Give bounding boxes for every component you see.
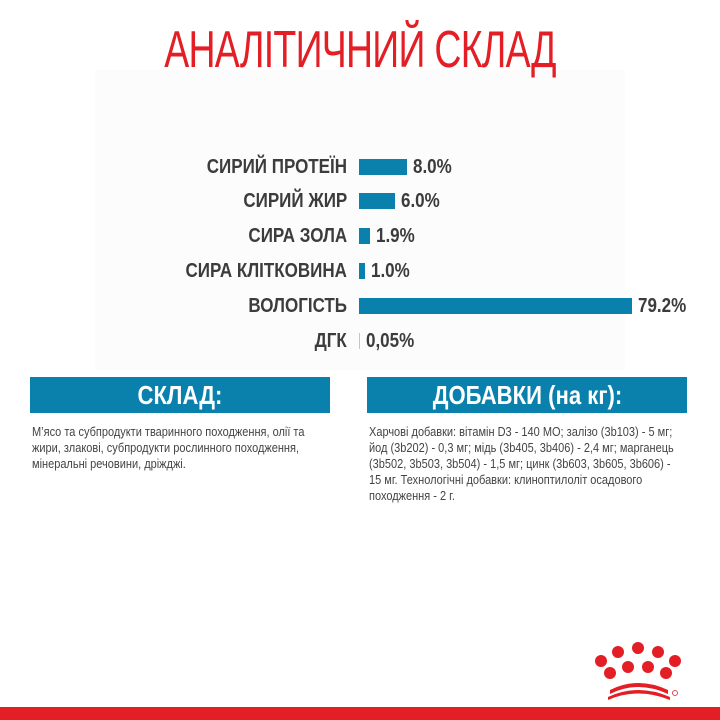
background-panel: [95, 70, 625, 370]
composition-text: М’ясо та субпродукти тваринного походжен…: [32, 425, 305, 471]
bar: [359, 193, 395, 209]
row-label: СИРА ЗОЛА: [248, 225, 347, 247]
bar: [359, 228, 370, 244]
row-value: 0,05%: [366, 330, 415, 352]
bar: [359, 333, 360, 349]
crown-icon: [595, 642, 681, 700]
additives-text: Харчові добавки: вітамін D3 - 140 МО; за…: [369, 425, 674, 503]
chart-row-fiber: СИРА КЛІТКОВИНА 1.0%: [0, 254, 720, 288]
chart-row-protein: СИРИЙ ПРОТЕЇН 8.0%: [0, 150, 720, 184]
chart-row-fat: СИРИЙ ЖИР 6.0%: [0, 184, 720, 218]
row-value: 8.0%: [413, 156, 452, 178]
chart-row-moisture: ВОЛОГІСТЬ 79.2%: [0, 289, 720, 323]
row-value: 6.0%: [401, 190, 440, 212]
bar: [359, 159, 407, 175]
row-label: ДГК: [314, 330, 347, 352]
bar: [359, 298, 632, 314]
row-value: 79.2%: [638, 295, 687, 317]
row-label: СИРА КЛІТКОВИНА: [185, 260, 347, 282]
row-label: ВОЛОГІСТЬ: [248, 295, 347, 317]
chart-row-ash: СИРА ЗОЛА 1.9%: [0, 219, 720, 253]
row-value: 1.0%: [371, 260, 410, 282]
page-title: АНАЛІТИЧНИЙ СКЛАД: [164, 21, 556, 79]
composition-header: СКЛАД:: [30, 377, 330, 413]
row-value: 1.9%: [376, 225, 415, 247]
bar: [359, 263, 365, 279]
chart-row-dha: ДГК 0,05%: [0, 324, 720, 358]
additives-header: ДОБАВКИ (на кг):: [367, 377, 687, 413]
row-label: СИРИЙ ПРОТЕЇН: [206, 156, 347, 178]
row-label: СИРИЙ ЖИР: [243, 190, 347, 212]
bottom-brand-strip: [0, 707, 720, 720]
